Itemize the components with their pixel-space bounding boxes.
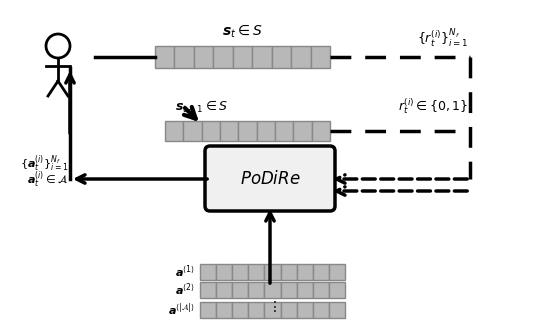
Text: $\boldsymbol{a}^{\langle 1 \rangle}$: $\boldsymbol{a}^{\langle 1 \rangle}$: [175, 264, 195, 280]
FancyBboxPatch shape: [264, 282, 280, 298]
FancyBboxPatch shape: [174, 46, 194, 68]
FancyBboxPatch shape: [248, 302, 264, 318]
FancyBboxPatch shape: [291, 46, 310, 68]
Text: $\{{\boldsymbol{a}_t^{(i)}}\}_{i=1}^{N_f}$: $\{{\boldsymbol{a}_t^{(i)}}\}_{i=1}^{N_f…: [20, 154, 68, 174]
FancyBboxPatch shape: [194, 46, 213, 68]
FancyBboxPatch shape: [296, 282, 313, 298]
FancyBboxPatch shape: [313, 264, 329, 280]
FancyBboxPatch shape: [165, 121, 183, 141]
FancyBboxPatch shape: [329, 302, 345, 318]
FancyBboxPatch shape: [296, 302, 313, 318]
FancyBboxPatch shape: [232, 302, 248, 318]
FancyBboxPatch shape: [280, 302, 296, 318]
FancyBboxPatch shape: [216, 264, 232, 280]
FancyBboxPatch shape: [183, 121, 202, 141]
FancyBboxPatch shape: [232, 264, 248, 280]
FancyBboxPatch shape: [216, 282, 232, 298]
FancyBboxPatch shape: [202, 121, 220, 141]
FancyBboxPatch shape: [220, 121, 239, 141]
Text: $\{r_t^{(i)}\}_{i=1}^{N_f}$: $\{r_t^{(i)}\}_{i=1}^{N_f}$: [416, 27, 468, 49]
Text: $\it{PoDiRe}$: $\it{PoDiRe}$: [240, 169, 300, 187]
FancyBboxPatch shape: [293, 121, 311, 141]
FancyBboxPatch shape: [248, 264, 264, 280]
FancyBboxPatch shape: [275, 121, 293, 141]
Text: $\boldsymbol{s}_t \in S$: $\boldsymbol{s}_t \in S$: [222, 24, 263, 40]
FancyBboxPatch shape: [272, 46, 291, 68]
FancyBboxPatch shape: [239, 121, 257, 141]
FancyBboxPatch shape: [232, 282, 248, 298]
FancyBboxPatch shape: [280, 264, 296, 280]
Text: $\boldsymbol{a}_t^{(i)} \in \mathcal{A}$: $\boldsymbol{a}_t^{(i)} \in \mathcal{A}$: [27, 170, 68, 191]
FancyBboxPatch shape: [200, 282, 216, 298]
FancyBboxPatch shape: [257, 121, 275, 141]
Text: $\boldsymbol{s}_{t+1} \in S$: $\boldsymbol{s}_{t+1} \in S$: [175, 99, 228, 115]
Text: $\vdots$: $\vdots$: [267, 298, 277, 313]
FancyBboxPatch shape: [310, 46, 330, 68]
FancyBboxPatch shape: [296, 264, 313, 280]
Text: $\boldsymbol{a}^{\langle |\mathcal{A}| \rangle}$: $\boldsymbol{a}^{\langle |\mathcal{A}| \…: [168, 302, 195, 318]
FancyBboxPatch shape: [329, 282, 345, 298]
FancyBboxPatch shape: [264, 264, 280, 280]
FancyBboxPatch shape: [313, 282, 329, 298]
FancyBboxPatch shape: [155, 46, 174, 68]
FancyBboxPatch shape: [213, 46, 233, 68]
FancyBboxPatch shape: [264, 302, 280, 318]
FancyBboxPatch shape: [205, 146, 335, 211]
FancyBboxPatch shape: [200, 302, 216, 318]
FancyBboxPatch shape: [280, 282, 296, 298]
FancyBboxPatch shape: [216, 302, 232, 318]
FancyBboxPatch shape: [233, 46, 252, 68]
FancyBboxPatch shape: [329, 264, 345, 280]
FancyBboxPatch shape: [248, 282, 264, 298]
FancyBboxPatch shape: [252, 46, 272, 68]
FancyBboxPatch shape: [313, 302, 329, 318]
FancyBboxPatch shape: [200, 264, 216, 280]
FancyBboxPatch shape: [311, 121, 330, 141]
Text: $r_t^{(i)} \in \{0,1\}$: $r_t^{(i)} \in \{0,1\}$: [398, 96, 468, 116]
Text: $\boldsymbol{a}^{\langle 2 \rangle}$: $\boldsymbol{a}^{\langle 2 \rangle}$: [175, 282, 195, 298]
